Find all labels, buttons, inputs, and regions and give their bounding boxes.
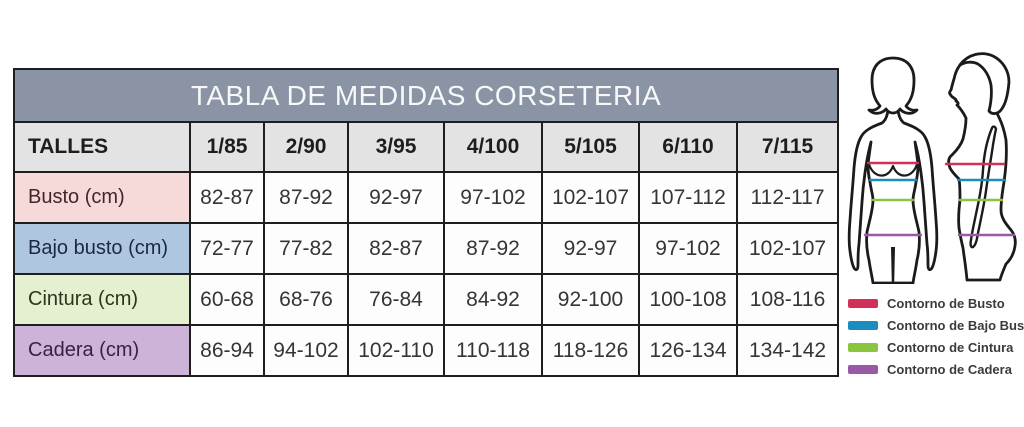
cell-bajo-busto-4: 87-92 <box>443 222 543 275</box>
legend-item-bajo-busto: Contorno de Bajo Busto <box>848 316 1024 334</box>
legend-label-bajo-busto: Contorno de Bajo Busto <box>887 317 1024 333</box>
cell-busto-6: 107-112 <box>638 171 738 224</box>
column-header-talles: TALLES <box>13 121 191 173</box>
column-header-size-2: 2/90 <box>263 121 349 173</box>
row-label-busto: Busto (cm) <box>13 171 191 224</box>
cell-busto-1: 82-87 <box>189 171 265 224</box>
cell-busto-7: 112-117 <box>735 171 840 224</box>
table-row-bajo-busto: Bajo busto (cm) 72-77 77-82 82-87 87-92 … <box>13 222 840 275</box>
cell-bajo-busto-1: 72-77 <box>189 222 265 275</box>
side-hair <box>958 52 1011 115</box>
side-arm <box>969 125 998 249</box>
cell-cintura-7: 108-116 <box>735 273 840 326</box>
column-header-size-5: 5/105 <box>541 121 640 173</box>
front-silhouette-icon <box>847 56 939 284</box>
busto-swatch-icon <box>848 298 878 308</box>
cell-bajo-busto-6: 97-102 <box>638 222 738 275</box>
column-header-size-1: 1/85 <box>189 121 265 173</box>
table-row-cadera: Cadera (cm) 86-94 94-102 102-110 110-118… <box>13 324 840 377</box>
row-label-bajo-busto: Bajo busto (cm) <box>13 222 191 275</box>
legend-item-cintura: Contorno de Cintura <box>848 338 1024 356</box>
legend-label-busto: Contorno de Busto <box>887 295 1005 311</box>
row-label-cadera: Cadera (cm) <box>13 324 191 377</box>
cell-bajo-busto-7: 102-107 <box>735 222 840 275</box>
bust-curves <box>867 162 919 177</box>
cell-cintura-5: 92-100 <box>541 273 640 326</box>
cadera-swatch-icon <box>848 364 878 374</box>
cell-cadera-3: 102-110 <box>347 324 445 377</box>
cell-cintura-4: 84-92 <box>443 273 543 326</box>
cell-cadera-5: 118-126 <box>541 324 640 377</box>
table-row-cintura: Cintura (cm) 60-68 68-76 76-84 84-92 92-… <box>13 273 840 326</box>
column-header-size-4: 4/100 <box>443 121 543 173</box>
cell-cintura-3: 76-84 <box>347 273 445 326</box>
table-title: TABLA DE MEDIDAS CORSETERIA <box>12 68 840 123</box>
table-header-row: TALLES 1/85 2/90 3/95 4/100 5/105 6/110 … <box>13 121 840 173</box>
bajo-busto-swatch-icon <box>848 320 878 330</box>
cell-bajo-busto-2: 77-82 <box>263 222 349 275</box>
cell-cadera-4: 110-118 <box>443 324 543 377</box>
size-table: TABLA DE MEDIDAS CORSETERIA TALLES 1/85 … <box>12 68 840 377</box>
cell-busto-5: 102-107 <box>541 171 640 224</box>
cell-bajo-busto-5: 92-97 <box>541 222 640 275</box>
cell-cintura-6: 100-108 <box>638 273 738 326</box>
column-header-size-6: 6/110 <box>638 121 738 173</box>
column-header-size-3: 3/95 <box>347 121 445 173</box>
cell-bajo-busto-3: 82-87 <box>347 222 445 275</box>
cell-busto-3: 92-97 <box>347 171 445 224</box>
legend-item-cadera: Contorno de Cadera <box>848 360 1024 378</box>
column-header-size-7: 7/115 <box>735 121 840 173</box>
front-leg-separation <box>891 247 895 283</box>
cell-cadera-7: 134-142 <box>735 324 840 377</box>
legend-label-cintura: Contorno de Cintura <box>887 339 1014 355</box>
table-row-busto: Busto (cm) 82-87 87-92 92-97 97-102 102-… <box>13 171 840 224</box>
side-silhouette-icon <box>947 52 1017 282</box>
legend-item-busto: Contorno de Busto <box>848 294 1024 312</box>
measurement-legend: Contorno de Busto Contorno de Bajo Busto… <box>848 294 1024 382</box>
cell-busto-4: 97-102 <box>443 171 543 224</box>
front-hair <box>867 56 919 115</box>
table-title-row: TABLA DE MEDIDAS CORSETERIA <box>12 68 840 123</box>
cintura-swatch-icon <box>848 342 878 352</box>
row-label-cintura: Cintura (cm) <box>13 273 191 326</box>
cell-busto-2: 87-92 <box>263 171 349 224</box>
body-measurement-diagram <box>847 52 1017 284</box>
cell-cadera-2: 94-102 <box>263 324 349 377</box>
cell-cintura-1: 60-68 <box>189 273 265 326</box>
cell-cadera-1: 86-94 <box>189 324 265 377</box>
legend-label-cadera: Contorno de Cadera <box>887 361 1012 377</box>
cell-cintura-2: 68-76 <box>263 273 349 326</box>
cell-cadera-6: 126-134 <box>638 324 738 377</box>
